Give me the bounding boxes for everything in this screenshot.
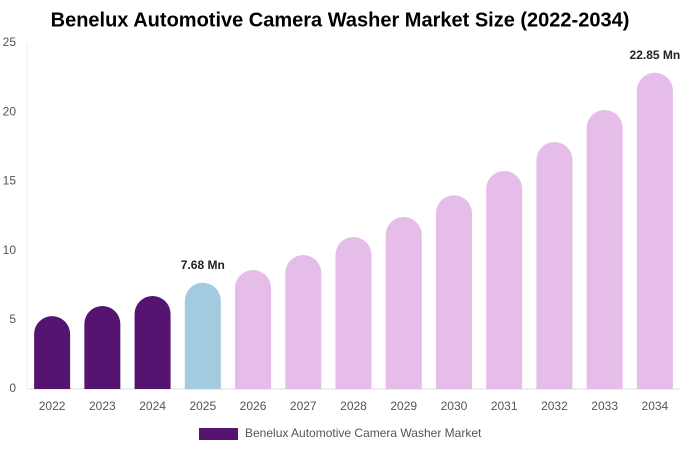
bar (486, 171, 523, 389)
x-tick-label: 2034 (642, 399, 669, 413)
x-tick-label: 2033 (591, 399, 618, 413)
chart-title: Benelux Automotive Camera Washer Market … (51, 9, 630, 31)
y-tick-label: 25 (3, 35, 17, 49)
bar (586, 109, 623, 390)
y-tick-label: 10 (3, 243, 17, 257)
x-tick-label: 2026 (240, 399, 267, 413)
x-tick-label: 2028 (340, 399, 367, 413)
bar (134, 295, 171, 389)
bar (84, 305, 121, 389)
x-tick-label: 2027 (290, 399, 317, 413)
y-tick-label: 15 (3, 174, 17, 188)
bar (536, 141, 573, 389)
y-tick-label: 20 (3, 104, 17, 118)
x-tick-label: 2024 (139, 399, 166, 413)
bar (34, 316, 71, 389)
data-label: 7.68 Mn (181, 258, 225, 272)
x-tick-label: 2025 (189, 399, 216, 413)
x-tick-label: 2030 (441, 399, 468, 413)
bar (435, 195, 472, 389)
legend-swatch (199, 428, 238, 440)
bar (385, 216, 422, 389)
bar (636, 72, 673, 390)
x-tick-label: 2032 (541, 399, 568, 413)
bar (285, 255, 322, 389)
bar (335, 237, 372, 389)
x-tick-label: 2022 (39, 399, 66, 413)
legend-label: Benelux Automotive Camera Washer Market (245, 426, 482, 440)
data-label: 22.85 Mn (630, 48, 680, 62)
x-tick-label: 2031 (491, 399, 518, 413)
x-tick-label: 2029 (390, 399, 417, 413)
x-tick-label: 2023 (89, 399, 116, 413)
y-tick-label: 5 (9, 312, 16, 326)
bar (235, 269, 272, 389)
bar (184, 282, 221, 389)
y-tick-label: 0 (9, 381, 16, 395)
